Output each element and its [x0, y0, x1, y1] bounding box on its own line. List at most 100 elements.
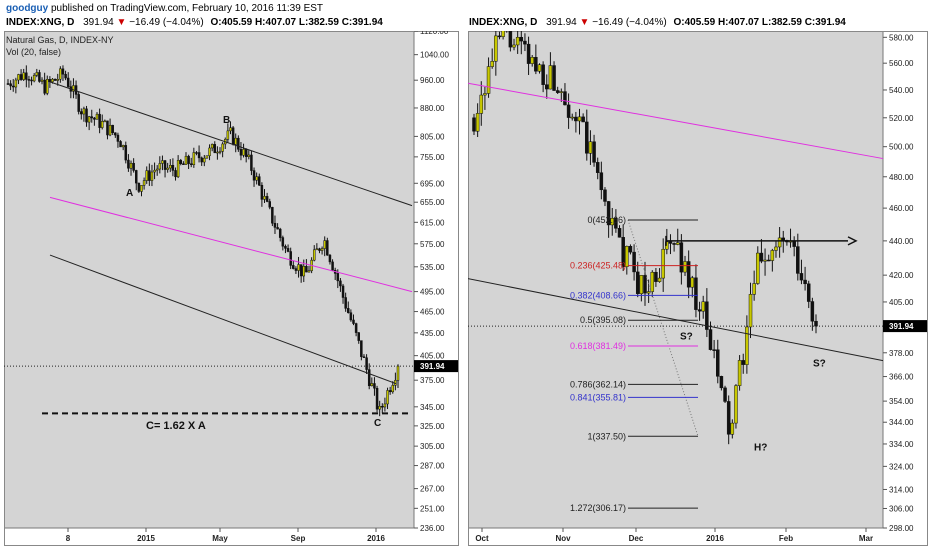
candle-body — [129, 162, 133, 169]
candle-body — [650, 271, 655, 292]
x-tick-label: Feb — [779, 534, 793, 543]
candle-body — [32, 75, 36, 82]
candle-body — [17, 74, 20, 81]
y-tick-label: 344.00 — [889, 418, 914, 427]
candle-body — [276, 227, 279, 230]
candle-body — [80, 111, 83, 115]
price-axis-background — [883, 31, 928, 528]
candle-body — [145, 170, 148, 181]
y-tick-label: 460.00 — [889, 204, 914, 213]
magenta-trend-line — [468, 82, 884, 160]
candle-body — [82, 108, 86, 115]
candle-body — [281, 237, 285, 247]
x-tick-label: Oct — [475, 534, 489, 543]
candle-body — [237, 137, 240, 150]
candle-body — [661, 248, 665, 279]
down-arrow-icon: ▼ — [116, 17, 127, 28]
candle-body — [9, 83, 12, 87]
y-tick-label: 354.00 — [889, 397, 914, 406]
candle-body — [501, 31, 505, 37]
candle-body — [759, 252, 764, 262]
fib-level-label: 0.841(355.81) — [570, 392, 626, 402]
candle-body — [216, 151, 219, 154]
candle-body — [140, 185, 143, 192]
y-tick-label: 615.00 — [420, 218, 445, 227]
candle-body — [72, 85, 75, 92]
change: −16.49 (−4.04%) — [592, 17, 667, 28]
candle-body — [541, 64, 545, 85]
candle-body — [127, 159, 130, 169]
candle-body — [592, 141, 596, 163]
candle-body — [315, 248, 319, 251]
head-label: H? — [754, 443, 767, 454]
wave-label-c: C — [374, 418, 381, 429]
candle-body — [708, 329, 713, 350]
candle-body — [64, 73, 67, 79]
quote-line-right: INDEX:XNG, D 391.94 ▼ −16.49 (−4.04%) O:… — [469, 17, 846, 28]
candle-body — [621, 237, 625, 267]
candle-body — [566, 104, 571, 118]
candle-body — [278, 228, 282, 238]
candle-body — [697, 309, 702, 312]
candle-body — [56, 78, 59, 81]
y-tick-label: 655.00 — [420, 198, 445, 207]
candle-body — [777, 237, 782, 248]
candle-body — [694, 277, 698, 310]
candle-body — [218, 151, 222, 153]
candle-body — [806, 283, 811, 302]
fib-level-label: 1(337.50) — [587, 431, 626, 441]
candle-body — [741, 360, 745, 365]
y-tick-label: 480.00 — [889, 173, 914, 182]
candle-body — [242, 149, 245, 156]
candle-body — [294, 268, 298, 271]
candle-body — [810, 301, 815, 322]
candle-body — [148, 170, 151, 181]
candle-body — [268, 201, 271, 208]
fib-level-label: 0.618(381.49) — [570, 341, 626, 351]
fib-level-label: 0.382(408.66) — [570, 290, 626, 300]
candle-body — [132, 162, 135, 171]
candle-body — [519, 37, 524, 42]
candle-body — [22, 72, 25, 80]
candle-body — [606, 201, 611, 226]
left-chart[interactable]: 236.00 251.00 267.00 287.00 305.00 325.00 345.… — [4, 31, 459, 546]
y-tick-label: 500.00 — [889, 143, 914, 152]
candle-body — [119, 141, 122, 148]
candle-body — [352, 319, 355, 324]
candle-body — [289, 251, 292, 266]
candle-body — [628, 245, 633, 253]
candle-body — [581, 116, 585, 123]
candle-body — [331, 261, 334, 271]
candle-body — [748, 294, 753, 328]
candle-body — [386, 390, 389, 405]
y-tick-label: 366.00 — [889, 373, 914, 382]
candle-body — [221, 143, 224, 152]
high: H:407.07 — [254, 17, 297, 28]
candle-body — [66, 77, 70, 87]
candle-body — [357, 332, 360, 341]
y-tick-label: 325.00 — [420, 422, 445, 431]
username[interactable]: goodguy — [6, 3, 49, 14]
candle-body — [30, 79, 33, 82]
candle-body — [155, 168, 159, 171]
candle-body — [530, 57, 534, 64]
y-tick-label: 960.00 — [420, 76, 445, 85]
y-tick-label: 345.00 — [420, 403, 445, 412]
right-chart[interactable]: 298.00 306.00 314.00 324.00 334.00 344.00 354.… — [468, 31, 928, 546]
x-tick-label: 2015 — [137, 534, 155, 543]
candle-body — [490, 61, 494, 67]
published-text: published on TradingView.com, February 1… — [51, 3, 324, 14]
y-tick-label: 324.00 — [889, 462, 914, 471]
candle-body — [116, 134, 120, 142]
candle-body — [250, 154, 253, 171]
candle-body — [781, 237, 786, 241]
candle-body — [142, 180, 146, 186]
candle-body — [239, 149, 243, 156]
candle-body — [229, 127, 232, 132]
candle-body — [260, 184, 264, 200]
candle-body — [763, 259, 767, 262]
low: L:382.59 — [761, 17, 802, 28]
symbol: INDEX:XNG, D — [6, 17, 75, 28]
candle-body — [814, 320, 818, 327]
candle-body — [336, 273, 340, 282]
